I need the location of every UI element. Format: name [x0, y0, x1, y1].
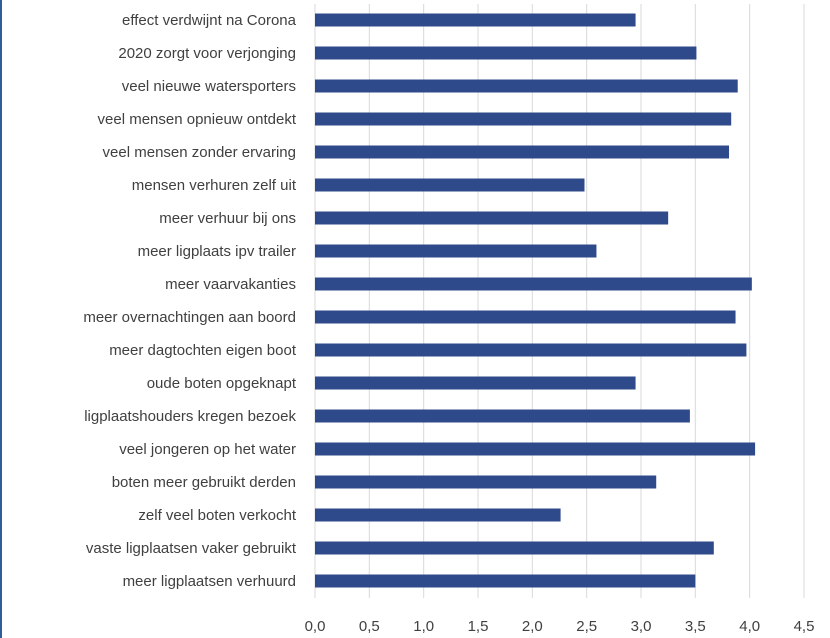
- x-tick-label: 4,0: [739, 618, 760, 635]
- category-label: meer ligplaats ipv trailer: [138, 243, 296, 260]
- category-label: veel mensen zonder ervaring: [103, 144, 296, 161]
- category-label: veel jongeren op het water: [119, 441, 296, 458]
- x-tick-label: 2,5: [576, 618, 597, 635]
- x-tick-label: 1,0: [413, 618, 434, 635]
- x-tick-label: 1,5: [468, 618, 489, 635]
- x-tick-label: 3,0: [631, 618, 652, 635]
- bar: [315, 574, 696, 588]
- category-label: veel mensen opnieuw ontdekt: [98, 111, 297, 128]
- bar: [315, 310, 736, 324]
- category-label: vaste ligplaatsen vaker gebruikt: [86, 540, 297, 557]
- category-label: ligplaatshouders kregen bezoek: [84, 408, 296, 425]
- bar: [315, 376, 636, 390]
- category-label: boten meer gebruikt derden: [112, 474, 296, 491]
- x-tick-label: 4,5: [794, 618, 815, 635]
- category-labels: effect verdwijnt na Corona 2020 zorgt voo…: [83, 12, 296, 590]
- category-label: meer verhuur bij ons: [159, 210, 296, 227]
- bar: [315, 475, 657, 489]
- category-label: meer vaarvakanties: [165, 276, 296, 293]
- bars: [315, 13, 756, 588]
- category-label: meer overnachtingen aan boord: [83, 309, 296, 326]
- category-label: 2020 zorgt voor verjonging: [118, 45, 296, 62]
- bar: [315, 211, 669, 225]
- x-tick-label: 2,0: [522, 618, 543, 635]
- bar: [315, 277, 752, 291]
- category-label: mensen verhuren zelf uit: [132, 177, 297, 194]
- gridlines: [314, 4, 805, 598]
- category-label: meer ligplaatsen verhuurd: [123, 573, 296, 590]
- category-label: meer dagtochten eigen boot: [109, 342, 297, 359]
- x-tick-labels: 0,0 0,5 1,0 1,5 2,0 2,5 3,0 3,5 4,0 4,5: [305, 618, 815, 635]
- x-tick-label: 0,0: [305, 618, 326, 635]
- bar: [315, 541, 714, 555]
- bar: [315, 79, 738, 93]
- category-label: oude boten opgeknapt: [147, 375, 297, 392]
- bar: [315, 145, 730, 159]
- category-label: effect verdwijnt na Corona: [122, 12, 297, 29]
- bar: [315, 409, 690, 423]
- category-label: veel nieuwe watersporters: [122, 78, 296, 95]
- x-tick-label: 3,5: [685, 618, 706, 635]
- bar: [315, 13, 636, 27]
- bar: [315, 46, 697, 60]
- bar: [315, 244, 597, 258]
- bar: [315, 112, 732, 126]
- bar: [315, 178, 585, 192]
- bar: [315, 343, 747, 357]
- category-label: zelf veel boten verkocht: [138, 507, 296, 524]
- bar: [315, 508, 561, 522]
- bar: [315, 442, 756, 456]
- x-tick-label: 0,5: [359, 618, 380, 635]
